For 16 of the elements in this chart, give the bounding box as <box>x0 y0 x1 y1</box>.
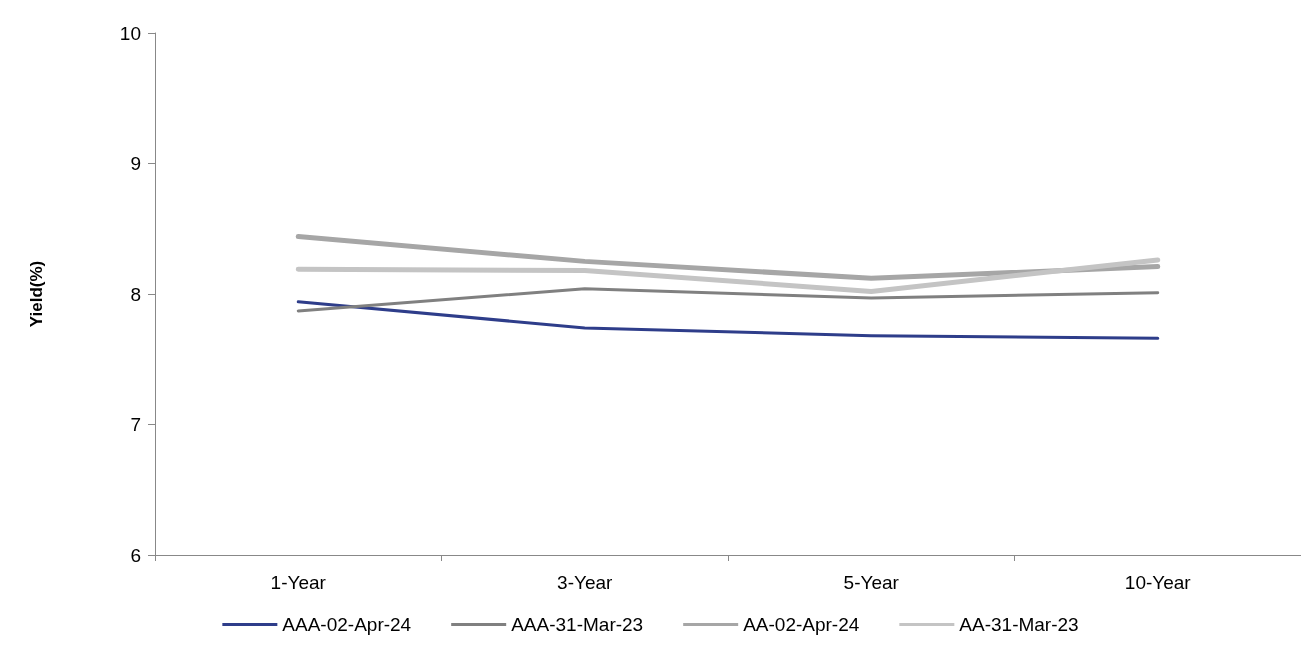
line-series <box>296 300 1160 340</box>
y-tick-label: 8 <box>130 283 141 305</box>
x-tick-label: 1-Year <box>270 572 327 593</box>
legend-label: AAA-31-Mar-23 <box>511 614 644 635</box>
line-series <box>296 287 1160 313</box>
legend-label: AA-02-Apr-24 <box>743 614 860 635</box>
y-tick-label: 7 <box>130 414 141 435</box>
legend-label: AA-31-Mar-23 <box>959 614 1079 635</box>
x-tick-label: 3-Year <box>557 572 614 593</box>
y-tick-label: 6 <box>130 544 141 566</box>
y-tick-label: 10 <box>119 22 141 44</box>
y-axis-title: Yield(%) <box>27 260 46 328</box>
y-tick-label: 9 <box>130 153 141 174</box>
legend-label: AAA-02-Apr-24 <box>282 614 412 635</box>
x-tick-label: 5-Year <box>843 572 900 593</box>
x-tick-label: 10-Year <box>1124 572 1192 593</box>
